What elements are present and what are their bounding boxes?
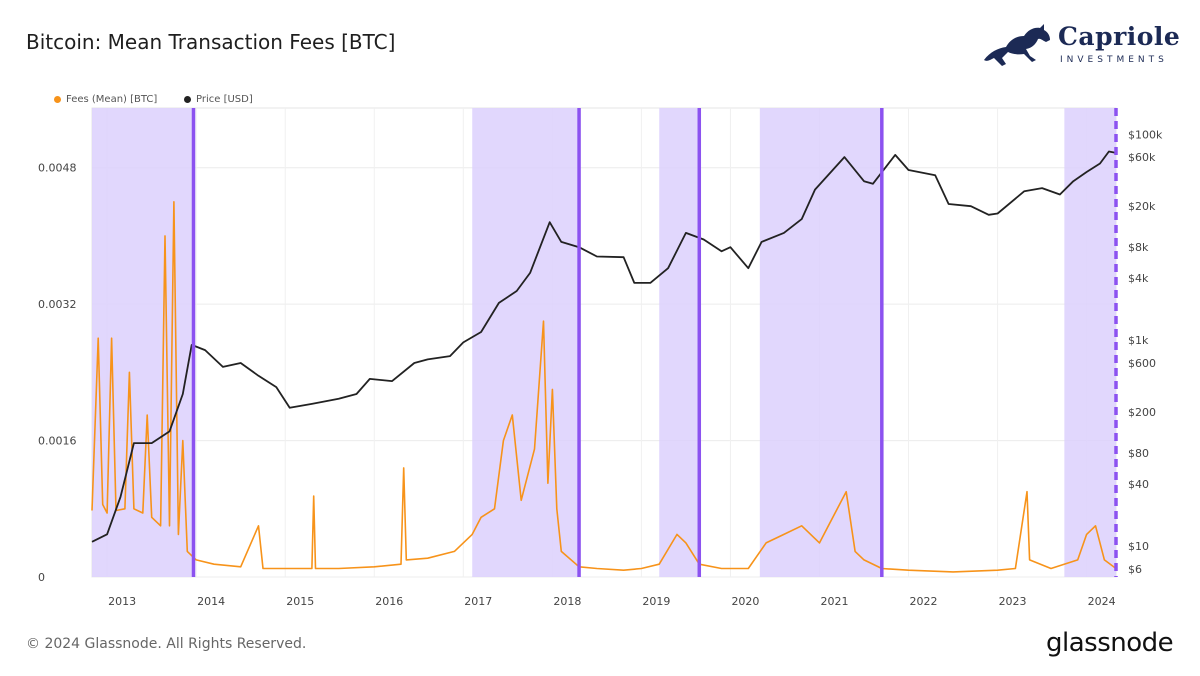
- legend-dot-fees: [54, 96, 61, 103]
- x-tick-label-2021: 2021: [820, 595, 848, 608]
- series-line-price: [91, 150, 1117, 543]
- chart-title: Bitcoin: Mean Transaction Fees [BTC]: [26, 30, 396, 54]
- x-tick-label-2015: 2015: [286, 595, 314, 608]
- legend-item-fees[interactable]: Fees (Mean) [BTC]: [54, 94, 157, 105]
- y-right-tick-label-4: $200: [1128, 406, 1156, 419]
- y-right-tick-label-7: $4k: [1128, 272, 1149, 285]
- y-right-tick-label-2: $40: [1128, 478, 1149, 491]
- legend-dot-price: [184, 96, 191, 103]
- y-right-tick-label-1: $10: [1128, 540, 1149, 553]
- x-tick-label-2024: 2024: [1088, 595, 1116, 608]
- x-tick-label-2013: 2013: [108, 595, 136, 608]
- y-left-tick-label-0: 0: [38, 571, 45, 584]
- y-left-tick-label-3: 0.0048: [38, 162, 77, 175]
- series-price: [91, 150, 1117, 543]
- legend-label-price: Price [USD]: [196, 94, 253, 105]
- y-right-tick-label-0: $6: [1128, 563, 1142, 576]
- shaded-period-2: [659, 108, 700, 577]
- legend-item-price[interactable]: Price [USD]: [184, 94, 253, 105]
- series-line-fees: [91, 201, 1117, 573]
- y-left-tick-label-1: 0.0016: [38, 435, 77, 448]
- x-tick-label-2018: 2018: [553, 595, 581, 608]
- y-left-axis-ticks: 0 0.0016 0.0032 0.0048: [38, 162, 77, 584]
- y-right-tick-label-8: $8k: [1128, 241, 1149, 254]
- grid: [91, 107, 1117, 578]
- x-tick-label-2023: 2023: [999, 595, 1027, 608]
- shaded-periods: [92, 108, 1116, 577]
- legend-label-fees: Fees (Mean) [BTC]: [66, 94, 158, 105]
- series-fees: [91, 201, 1117, 573]
- brand-subtitle: INVESTMENTS: [1060, 55, 1168, 65]
- y-right-tick-label-6: $1k: [1128, 334, 1149, 347]
- y-right-tick-label-3: $80: [1128, 447, 1149, 460]
- y-right-tick-label-11: $100k: [1128, 128, 1163, 141]
- x-axis-ticks: 2013 2014 2015 2016 2017 2018 2019 2020 2021 2022…: [108, 595, 1115, 608]
- x-tick-label-2016: 2016: [375, 595, 403, 608]
- shaded-period-3: [759, 108, 882, 577]
- plot-frame: [91, 107, 1117, 578]
- capriole-logo: Capriole INVESTMENTS: [980, 22, 1180, 72]
- y-right-axis-ticks: $6 $10 $40 $80 $200 $600 $1k $4k $8k $20k $60k $100…: [1128, 128, 1163, 576]
- brand-name: Capriole: [1058, 22, 1181, 51]
- glassnode-logo: glassnode: [1046, 628, 1174, 658]
- copyright-notice: © 2024 Glassnode. All Rights Reserved.: [26, 636, 307, 652]
- x-tick-label-2017: 2017: [464, 595, 492, 608]
- vertical-markers: [191, 108, 1118, 577]
- x-tick-label-2022: 2022: [910, 595, 938, 608]
- y-right-tick-label-10: $60k: [1128, 151, 1156, 164]
- horse-logo-icon: [984, 24, 1050, 66]
- x-tick-label-2019: 2019: [642, 595, 670, 608]
- y-right-tick-label-9: $20k: [1128, 200, 1156, 213]
- y-right-tick-label-5: $600: [1128, 357, 1156, 370]
- x-tick-label-2014: 2014: [197, 595, 225, 608]
- shaded-period-4: [1064, 108, 1116, 577]
- shaded-period-1: [472, 108, 580, 577]
- y-left-tick-label-2: 0.0032: [38, 298, 77, 311]
- x-tick-label-2020: 2020: [731, 595, 759, 608]
